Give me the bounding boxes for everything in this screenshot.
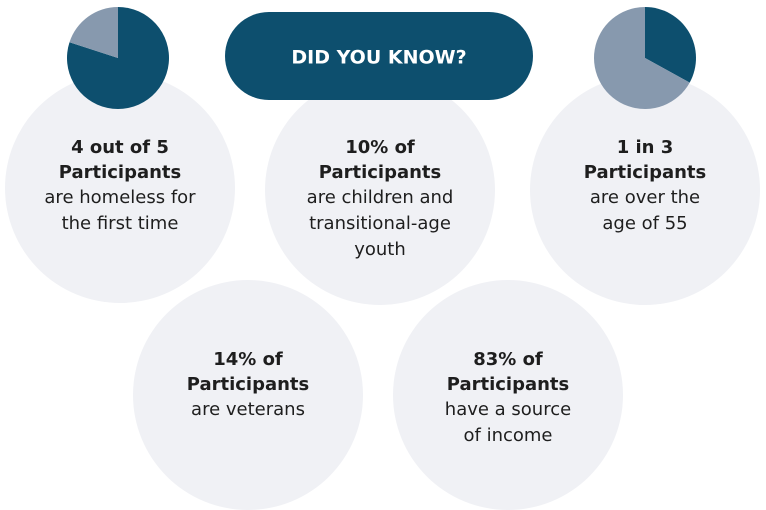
fact-headline: Participants	[447, 374, 570, 395]
fact-text: transitional-age	[309, 213, 451, 234]
fact-circle	[530, 75, 760, 305]
fact-headline: 10% of	[345, 137, 415, 158]
fact-headline: 1 in 3	[617, 137, 674, 158]
pie-slice	[594, 7, 690, 109]
fact-headline: Participants	[319, 162, 442, 183]
fact-text: are children and	[307, 187, 454, 208]
fact-headline: Participants	[187, 374, 310, 395]
fact-text: the first time	[62, 213, 179, 234]
fact-text: youth	[354, 239, 406, 260]
fact-text: are veterans	[191, 399, 305, 420]
fact-text: are over the	[590, 187, 700, 208]
fact-text: are homeless for	[44, 187, 196, 208]
fact-text: age of 55	[602, 213, 687, 234]
fact-headline: Participants	[59, 162, 182, 183]
fact-text: of income	[464, 425, 553, 446]
fact-headline: 83% of	[473, 349, 543, 370]
pie-slice	[69, 7, 118, 58]
fact-text: have a source	[445, 399, 571, 420]
fact-circle	[5, 73, 235, 303]
fact-circle	[393, 280, 623, 510]
header-pill	[225, 12, 533, 100]
pie-slice	[645, 7, 696, 83]
fact-headline: 4 out of 5	[71, 137, 169, 158]
fact-headline: 14% of	[213, 349, 283, 370]
fact-circle	[133, 280, 363, 510]
fact-circle	[265, 75, 495, 305]
header-title: DID YOU KNOW?	[291, 47, 466, 69]
fact-headline: Participants	[584, 162, 707, 183]
